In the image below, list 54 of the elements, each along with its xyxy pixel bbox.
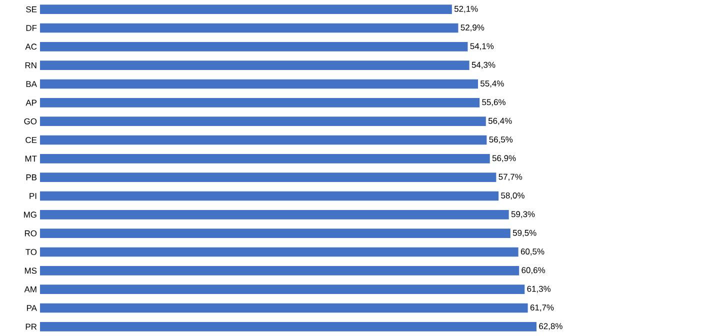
data-label: 54,1% [470,43,494,50]
y-tick-label: PI [30,193,36,199]
y-tick-label: BA [26,81,37,87]
y-tick-label: AC [25,44,37,50]
bar [40,210,509,220]
y-tick-label: MS [24,268,37,274]
y-tick-label: PA [26,305,37,311]
bar [40,247,518,257]
bar [40,23,458,33]
y-tick-label: AP [26,100,37,106]
data-label: 62,8% [539,323,562,330]
data-label: 56,5% [489,136,513,144]
bar [40,79,478,89]
y-tick-label: CE [26,137,37,143]
data-label: 54,3% [472,62,496,69]
data-label: 61,7% [530,304,554,312]
data-label: 52,1% [454,6,478,13]
bar [40,60,470,70]
bar [40,303,528,313]
y-tick-label: PB [26,174,37,180]
bar [40,154,490,164]
bar [40,172,496,182]
y-tick-label: RO [24,230,37,236]
bar [40,191,499,201]
bar [40,284,525,294]
bar [40,135,487,145]
y-tick-label: RN [25,62,36,68]
data-label: 61,3% [527,286,551,293]
bar [40,42,468,52]
bar [40,98,480,108]
y-tick-label: PR [26,324,37,330]
bar [40,266,520,276]
data-label: 56,9% [492,155,516,162]
bar [40,116,486,126]
data-label: 58,0% [501,192,524,200]
bar [40,322,537,332]
data-label: 57,7% [498,174,522,181]
data-label: 60,5% [520,248,544,256]
y-tick-label: DF [26,25,37,31]
bar [40,228,510,238]
y-tick-label: AM [24,286,36,292]
data-label: 59,5% [512,230,536,237]
data-label: 60,6% [522,267,546,274]
bar [40,4,452,14]
y-tick-label: GO [24,118,37,124]
data-label: 55,4% [480,80,504,88]
data-label: 52,9% [460,24,484,32]
data-label: 59,3% [511,211,535,218]
y-tick-label: TO [26,249,37,255]
data-label: 56,4% [488,118,512,125]
y-tick-label: SE [26,6,37,12]
data-label: 55,6% [482,99,506,106]
y-tick-label: MT [25,156,37,162]
y-tick-label: MG [24,212,36,218]
